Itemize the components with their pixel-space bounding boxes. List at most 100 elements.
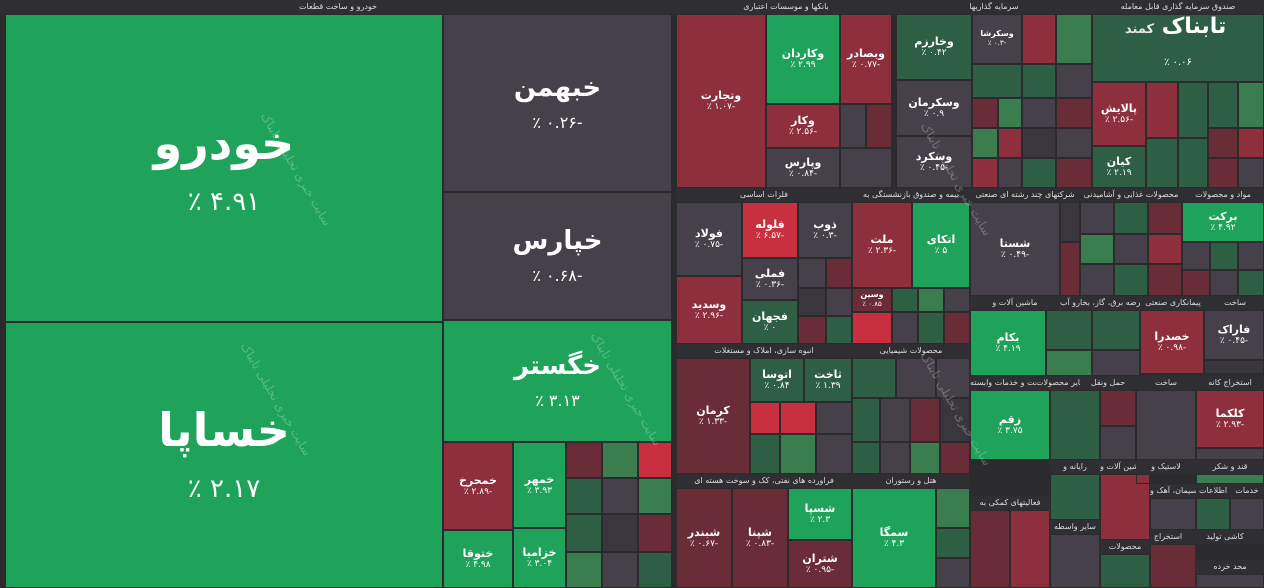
tile-small[interactable] [970, 510, 1010, 588]
tile-small[interactable] [896, 358, 936, 398]
tile-khzamia[interactable]: خزامیا ٪ ۳.۰۴ [513, 528, 566, 588]
tile-bkam[interactable]: بکام ٪ ۴.۱۹ [970, 310, 1046, 376]
tile-small[interactable] [798, 316, 826, 344]
tile-shbandar[interactable]: شبندر ٪ ۰.۶۷- [676, 488, 732, 588]
tile-khsapa[interactable]: خساپا ٪ ۲.۱۷ [5, 322, 443, 588]
tile-small[interactable] [1208, 128, 1238, 158]
tile-khodro[interactable]: خودرو ٪ ۴.۹۱ [5, 14, 443, 322]
tile-small[interactable] [1022, 14, 1056, 64]
tile-small[interactable] [750, 434, 780, 474]
tile-small[interactable] [1136, 474, 1150, 484]
tile-small[interactable] [798, 258, 826, 288]
tile-vsadr[interactable]: وبصادر ٪ ۰.۷۷- [840, 14, 892, 104]
tile-small[interactable] [852, 312, 892, 344]
tile-small[interactable] [972, 128, 998, 158]
tile-vsadid[interactable]: وسدید ٪ ۲.۹۶- [676, 276, 742, 344]
tile-vkharazm[interactable]: وخارزم ٪ ۰.۴۲ [896, 14, 972, 80]
tile-small[interactable] [1210, 242, 1238, 270]
tile-small[interactable] [1148, 264, 1182, 296]
tile-small[interactable] [1150, 544, 1196, 588]
tile-small[interactable] [1056, 64, 1092, 98]
tile-small[interactable] [1050, 534, 1100, 588]
tile-small[interactable] [1210, 270, 1238, 296]
tile-khgostar[interactable]: خگستر ٪ ۳.۱۳ [443, 320, 672, 442]
tile-small[interactable] [910, 398, 940, 442]
tile-small[interactable] [1080, 234, 1114, 264]
tile-small[interactable] [1196, 498, 1230, 530]
tile-vpars[interactable]: وپارس ٪ ۰.۸۴- [766, 148, 840, 188]
tile-small[interactable] [840, 104, 866, 148]
tile-melat[interactable]: ملت ٪ ۲.۳۶- [852, 202, 912, 288]
tile-small[interactable] [1056, 14, 1092, 64]
tile-small[interactable] [1092, 310, 1140, 350]
tile-small[interactable] [1050, 474, 1100, 520]
tile-small[interactable] [1114, 234, 1148, 264]
tile-small[interactable] [1238, 128, 1264, 158]
tile-small[interactable] [852, 358, 896, 398]
tile-small[interactable] [944, 288, 970, 312]
tile-palaish[interactable]: پالایش ٪ ۲.۵۶- [1092, 82, 1146, 146]
tile-small[interactable] [1114, 264, 1148, 296]
tile-small[interactable] [852, 398, 880, 442]
tile-small[interactable] [1022, 64, 1056, 98]
tile-small[interactable] [1148, 202, 1182, 234]
tile-small[interactable] [602, 442, 638, 478]
tile-small[interactable] [566, 478, 602, 514]
tile-khzhar[interactable]: خمهر ٪ ۳.۹۳ [513, 442, 566, 528]
tile-small[interactable] [998, 98, 1022, 128]
tile-small[interactable] [638, 478, 672, 514]
tile-small[interactable] [566, 442, 602, 478]
tile-small[interactable] [566, 514, 602, 552]
tile-small[interactable] [1022, 158, 1056, 188]
tile-small[interactable] [918, 288, 944, 312]
tile-kian[interactable]: کیان ٪ ۲.۱۹ [1092, 146, 1146, 188]
tile-small[interactable] [1182, 242, 1210, 270]
tile-shtran[interactable]: شتران ٪ ۰.۹۵- [788, 540, 852, 588]
tile-small[interactable] [1100, 390, 1136, 426]
tile-shasta[interactable]: شستا ٪ ۰.۴۹- [970, 202, 1060, 296]
tile-small[interactable] [798, 288, 826, 316]
tile-vskarman[interactable]: وسکرمان ٪ ۰.۹ [896, 80, 972, 136]
tile-vskard[interactable]: وسکرد ٪ ۰.۴۵- [896, 136, 972, 188]
tile-small[interactable] [638, 514, 672, 552]
tile-khasdra[interactable]: خصدرا ٪ ۰.۹۸- [1140, 310, 1204, 374]
tile-zagh[interactable]: زقم ٪ ۳.۷۵ [970, 390, 1050, 460]
tile-small[interactable] [826, 316, 852, 344]
tile-fjahan[interactable]: فجهان ٪ ۰ [742, 300, 798, 344]
tile-foolad[interactable]: فولاد ٪ ۰.۷۵- [676, 202, 742, 276]
tile-etf-summary[interactable]: ٪ ۰.۰۶ [1092, 14, 1264, 82]
tile-small[interactable] [638, 552, 672, 588]
tile-khmehr[interactable]: خمحرخ ٪ ۲.۸۹- [443, 442, 513, 530]
tile-kerman[interactable]: کرمان ٪ ۱.۳۳- [676, 358, 750, 474]
tile-small[interactable] [780, 434, 816, 474]
tile-small[interactable] [1100, 474, 1150, 540]
tile-small[interactable] [602, 552, 638, 588]
tile-atnosa[interactable]: اتوسا ٪ ۰.۸۴ [750, 358, 804, 402]
tile-small[interactable] [1178, 138, 1208, 188]
tile-vkardan[interactable]: وکاردان ٪ ۲.۹۹ [766, 14, 840, 104]
tile-small[interactable] [1238, 270, 1264, 296]
tile-small[interactable] [1146, 82, 1178, 138]
tile-small[interactable] [1022, 98, 1056, 128]
tile-barkat[interactable]: برکت ٪ ۴.۹۲ [1182, 202, 1264, 242]
tile-small[interactable] [1114, 202, 1148, 234]
tile-small[interactable] [1022, 128, 1056, 158]
tile-small[interactable] [826, 288, 852, 316]
tile-vsin[interactable]: وسین ٪ ۰.۸۵ [852, 288, 892, 312]
tile-small[interactable] [936, 358, 970, 398]
tile-khpars[interactable]: خپارس ٪ ۰.۶۸- [443, 192, 672, 320]
tile-shpna[interactable]: شپنا ٪ ۰.۸۳- [732, 488, 788, 588]
tile-small[interactable] [1010, 510, 1050, 588]
tile-small[interactable] [1150, 498, 1196, 530]
tile-small[interactable] [816, 434, 852, 474]
tile-small[interactable] [1238, 242, 1264, 270]
tile-khtoqa[interactable]: ختوقا ٪ ۴.۹۸ [443, 530, 513, 588]
tile-fark[interactable]: فاراک ٪ ۰.۴۵- [1204, 310, 1264, 360]
tile-small[interactable] [998, 158, 1022, 188]
tile-small[interactable] [1196, 574, 1264, 588]
tile-fmeli[interactable]: فملی ٪ ۰.۳۶- [742, 258, 798, 300]
tile-small[interactable] [816, 402, 852, 434]
tile-small[interactable] [918, 312, 944, 344]
tile-small[interactable] [1080, 202, 1114, 234]
tile-small[interactable] [944, 312, 970, 344]
